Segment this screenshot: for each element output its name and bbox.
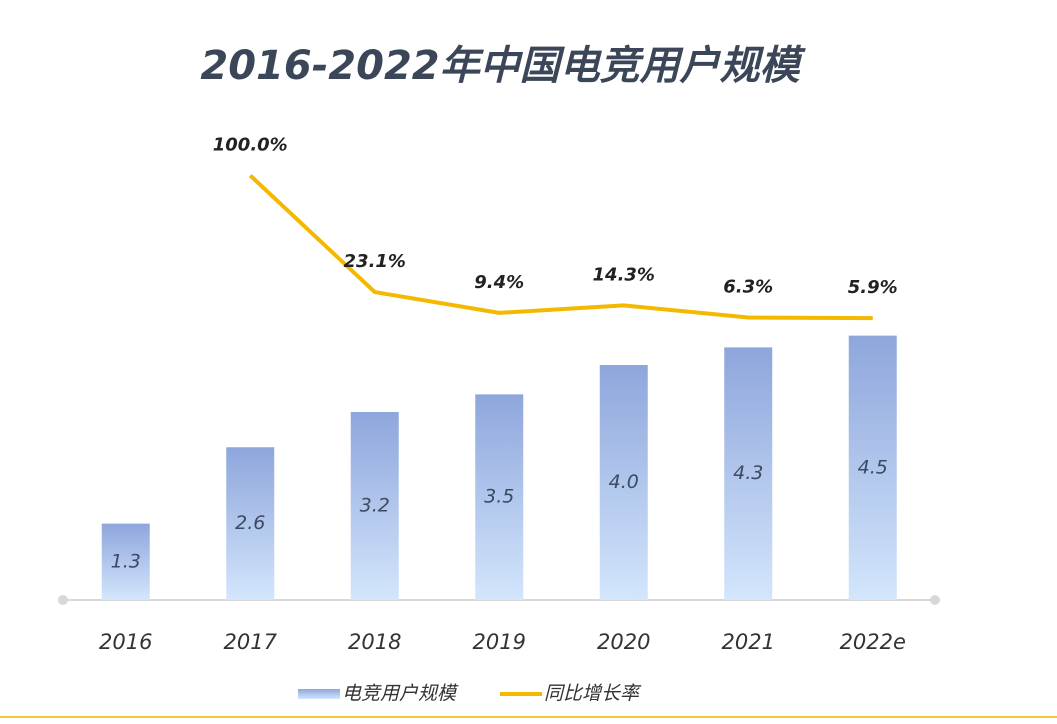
legend-swatch — [298, 689, 340, 699]
bar — [599, 365, 648, 600]
x-tick-label: 2018 — [348, 630, 401, 654]
bar — [724, 347, 773, 600]
x-tick-label: 2016 — [99, 630, 152, 654]
bar — [848, 335, 897, 600]
line-value-label: 9.4% — [474, 272, 524, 293]
bar-value-label: 4.0 — [609, 471, 639, 493]
line-value-label: 6.3% — [723, 277, 773, 298]
bar-value-label: 1.3 — [111, 550, 141, 572]
baseline-dot — [930, 595, 940, 605]
legend-label: 电竞用户规模 — [342, 683, 459, 705]
bar — [101, 523, 150, 600]
x-tick-label: 2019 — [473, 630, 526, 654]
bar-value-label: 2.6 — [235, 512, 265, 534]
bar — [475, 394, 524, 600]
bar — [226, 447, 275, 600]
bar-value-label: 4.3 — [733, 462, 763, 484]
baseline-dot — [58, 595, 68, 605]
x-tick-label: 2022e — [840, 630, 906, 654]
line-value-label: 23.1% — [344, 251, 406, 272]
line-value-label: 14.3% — [593, 264, 655, 285]
x-tick-label: 2021 — [722, 630, 775, 654]
legend-label: 同比增长率 — [544, 683, 642, 705]
bar-value-label: 3.5 — [484, 486, 514, 508]
bar — [350, 412, 399, 600]
x-tick-label: 2020 — [597, 630, 650, 654]
x-tick-label: 2017 — [224, 630, 278, 654]
chart-title: 2016-2022年中国电竞用户规模 — [200, 43, 806, 89]
line — [248, 174, 873, 321]
bar-value-label: 4.5 — [858, 456, 888, 478]
bar-value-label: 3.2 — [360, 495, 390, 517]
line-value-label: 100.0% — [213, 134, 288, 155]
line-value-label: 5.9% — [848, 277, 898, 298]
